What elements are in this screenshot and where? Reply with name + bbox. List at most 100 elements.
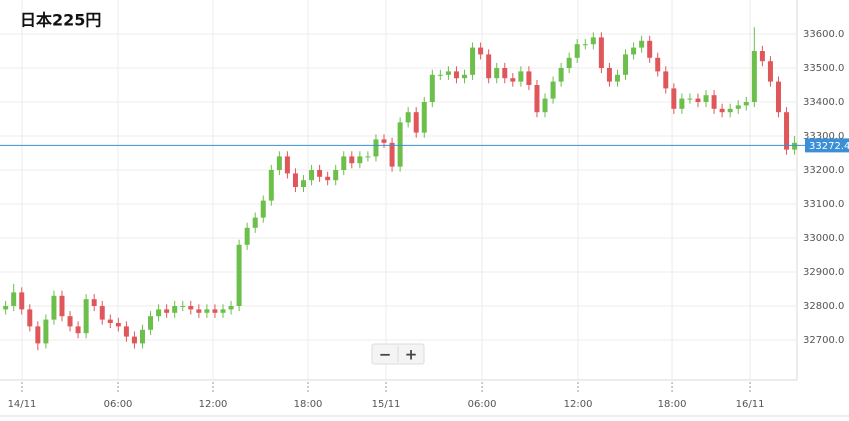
candle-body: [751, 51, 757, 102]
candle-body: [349, 156, 355, 164]
candle-body: [3, 306, 9, 310]
candle-body: [518, 71, 524, 82]
candle-body: [212, 309, 218, 313]
candle-body: [284, 156, 290, 174]
candle-body: [276, 156, 282, 170]
candle-body: [164, 309, 170, 313]
candle-body: [365, 156, 371, 158]
zoom-out-button[interactable]: −: [379, 346, 392, 364]
candle-body: [204, 309, 210, 313]
candle-body: [268, 170, 274, 201]
candle-body: [59, 295, 65, 317]
x-tick-label: 18:00: [658, 399, 687, 410]
candle-body: [719, 108, 725, 113]
candle-body: [421, 102, 427, 133]
candle-body: [381, 139, 387, 143]
candle-body: [429, 74, 435, 102]
candle-body: [526, 71, 532, 85]
candle-body: [67, 316, 73, 327]
candle-body: [663, 71, 669, 89]
y-tick-label: 32800.0: [803, 301, 844, 312]
x-tick-label: 16/11: [736, 399, 765, 410]
candle-body: [228, 306, 234, 310]
zoom-in-button[interactable]: +: [405, 346, 418, 364]
candle-body: [671, 88, 677, 109]
candle-body: [606, 68, 612, 82]
y-tick-label: 33500.0: [803, 63, 844, 74]
candle-body: [397, 122, 403, 167]
x-tick-label: 06:00: [468, 399, 497, 410]
candle-body: [99, 306, 105, 320]
candle-body: [510, 78, 516, 82]
candle-body: [357, 156, 363, 164]
candle-body: [156, 309, 162, 317]
candle-body: [180, 306, 186, 307]
candle-body: [542, 98, 548, 113]
candle-body: [341, 156, 347, 170]
candle-body: [51, 295, 57, 320]
candle-body: [139, 329, 145, 344]
candle-body: [647, 40, 653, 58]
candle-body: [486, 54, 492, 79]
candle-body: [494, 68, 500, 79]
y-tick-label: 32900.0: [803, 267, 844, 278]
x-tick-label: 06:00: [104, 399, 133, 410]
last-price-box: [805, 138, 849, 153]
candle-body: [558, 68, 564, 82]
y-tick-label: 33200.0: [803, 165, 844, 176]
candle-body: [574, 44, 580, 58]
candle-body: [727, 108, 733, 113]
candle-body: [566, 57, 572, 68]
candle-body: [188, 306, 194, 310]
candle-body: [19, 292, 25, 310]
candle-body: [75, 326, 81, 334]
x-tick-label: 18:00: [294, 399, 323, 410]
candle-body: [623, 54, 629, 75]
candle-body: [711, 95, 717, 109]
candle-body: [301, 180, 307, 187]
candle-body: [115, 323, 121, 327]
candle-body: [655, 57, 661, 72]
candle-body: [309, 170, 315, 181]
candle-body: [252, 217, 258, 228]
candle-body: [695, 98, 701, 102]
candle-body: [792, 142, 798, 150]
zoom-controls: − +: [371, 343, 425, 365]
candle-body: [172, 306, 178, 313]
candle-body: [550, 81, 556, 99]
candle-body: [437, 74, 443, 76]
candle-body: [317, 170, 323, 177]
candle-body: [373, 139, 379, 157]
candle-body: [413, 112, 419, 133]
candle-body: [11, 292, 17, 306]
candle-body: [83, 299, 89, 334]
candle-body: [759, 51, 765, 62]
chart-title: 日本225円: [20, 11, 101, 30]
candle-body: [590, 37, 596, 45]
x-tick-label: 14/11: [8, 399, 37, 410]
candle-body: [107, 319, 113, 323]
candle-body: [687, 98, 693, 100]
y-tick-label: 33300.0: [803, 131, 844, 142]
candle-body: [27, 309, 33, 327]
candle-body: [502, 68, 508, 79]
candle-body: [534, 85, 540, 113]
candle-body: [236, 244, 242, 306]
x-tick-label: 12:00: [564, 399, 593, 410]
candle-body: [91, 299, 97, 306]
candle-body: [445, 71, 451, 75]
candle-body: [784, 112, 790, 150]
candle-body: [196, 309, 202, 313]
candle-body: [775, 81, 781, 113]
candle-body: [478, 47, 484, 55]
candle-body: [453, 71, 459, 79]
y-tick-label: 33000.0: [803, 233, 844, 244]
candle-body: [292, 173, 298, 187]
candle-body: [679, 98, 685, 109]
y-tick-label: 33600.0: [803, 29, 844, 40]
candle-body: [639, 40, 645, 48]
x-tick-label: 12:00: [199, 399, 228, 410]
candle-body: [470, 47, 476, 75]
candle-body: [598, 37, 604, 68]
